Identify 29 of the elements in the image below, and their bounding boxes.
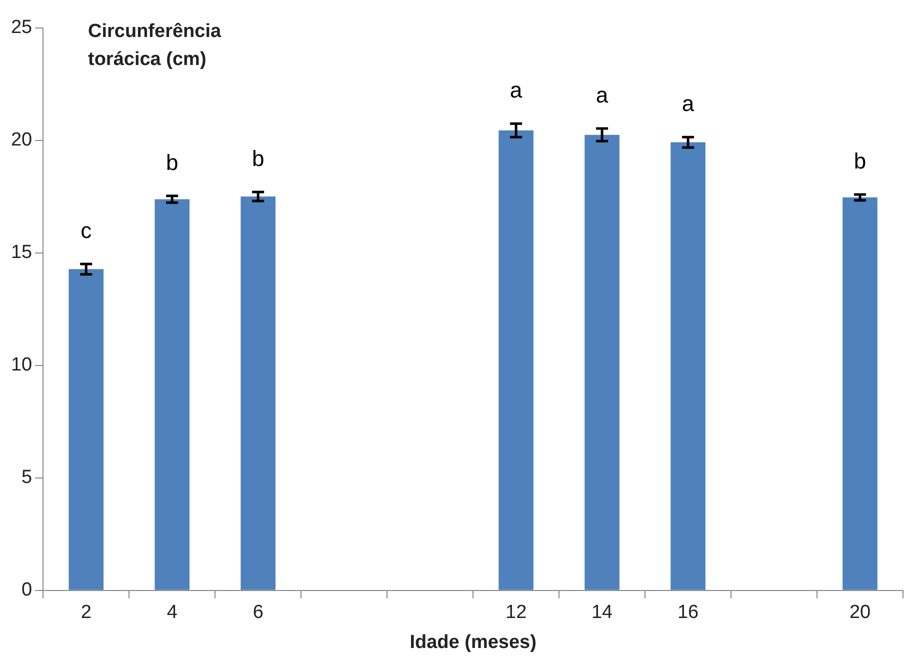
bar	[154, 199, 190, 590]
x-tick-label: 20	[849, 602, 871, 624]
annotation: a	[682, 91, 695, 116]
y-tick-label: 0	[22, 580, 32, 601]
y-tick-label: 5	[22, 467, 32, 488]
annotation: b	[854, 148, 866, 174]
x-tick-label: 4	[166, 602, 178, 624]
y-axis-title: Circunferência torácica (cm)	[88, 20, 222, 72]
bar	[584, 134, 620, 590]
y-tick-label: 15	[10, 242, 32, 264]
y-tick-label: 10	[10, 354, 32, 376]
bar	[498, 130, 534, 590]
bar	[240, 196, 276, 590]
x-tick-label: 2	[80, 602, 92, 624]
y-tick-label: 20	[10, 130, 32, 151]
x-tick-label: 6	[252, 602, 264, 624]
x-tick-label: 16	[677, 602, 699, 624]
x-axis-title: Idade (meses)	[410, 632, 536, 653]
bar	[842, 197, 878, 590]
y-tick-label: 25	[10, 17, 32, 38]
x-tick-label: 14	[591, 602, 614, 624]
annotation: a	[596, 82, 609, 108]
annotation: b	[252, 146, 264, 172]
x-tick-label: 12	[505, 602, 527, 624]
bar	[670, 142, 706, 590]
annotation: c	[80, 218, 92, 244]
bar	[68, 269, 104, 590]
annotation: a	[510, 78, 523, 103]
annotation: b	[166, 150, 178, 175]
